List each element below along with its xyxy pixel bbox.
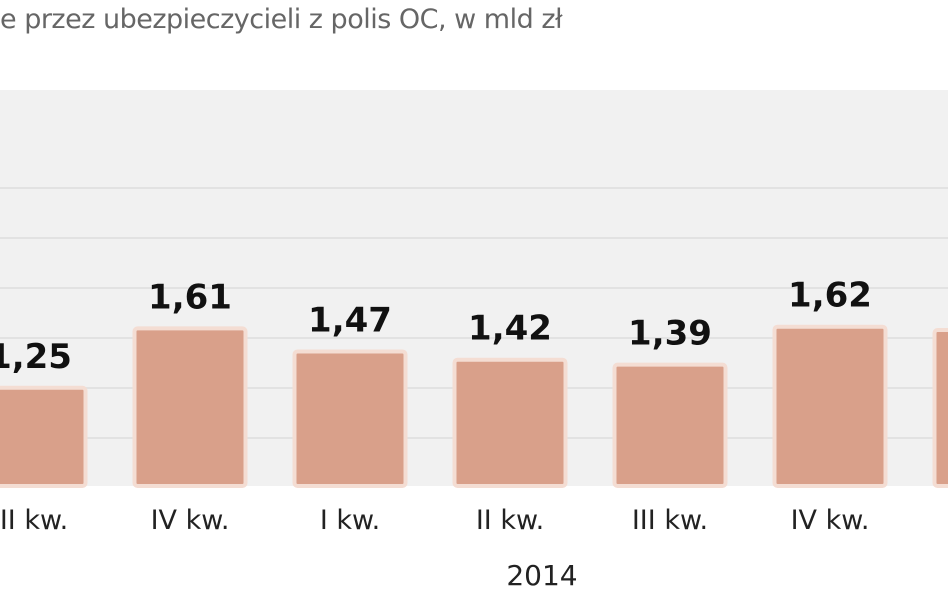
bar xyxy=(292,349,408,489)
value-label: 1,62 xyxy=(788,276,872,316)
category-label: IV kw. xyxy=(151,505,230,536)
category-label: III kw. xyxy=(0,505,68,536)
chart-title: e przez ubezpieczycieli z polis OC, w ml… xyxy=(0,4,563,35)
value-labels: 1,251,611,471,421,391,621 xyxy=(0,276,872,377)
category-label: II kw. xyxy=(476,505,544,536)
group-labels: 2014 xyxy=(506,559,577,592)
category-label: I kw. xyxy=(320,505,380,536)
value-label: 1,61 xyxy=(148,277,232,317)
bars xyxy=(0,324,948,489)
value-label: 1,47 xyxy=(308,300,392,340)
group-label: 2014 xyxy=(506,559,577,592)
category-labels: III kw. IV kw. I kw. II kw. III kw. IV kw. xyxy=(0,505,869,536)
value-label: 1,39 xyxy=(628,314,712,354)
bar xyxy=(932,328,948,488)
bar xyxy=(452,357,568,489)
bar xyxy=(0,385,88,488)
value-label: 1,42 xyxy=(468,309,552,349)
bar xyxy=(772,324,888,489)
bar xyxy=(132,326,248,488)
bar xyxy=(612,362,728,488)
value-label: 1,25 xyxy=(0,337,72,377)
category-label: III kw. xyxy=(632,505,708,536)
category-label: IV kw. xyxy=(791,505,870,536)
